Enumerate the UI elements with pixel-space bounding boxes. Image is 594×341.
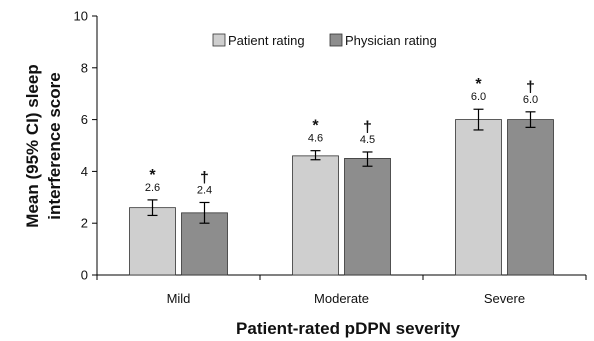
y-tick-label-8: 8: [81, 60, 88, 75]
y-tick-label-0: 0: [81, 268, 88, 283]
significance-marker-moderate-physician: †: [363, 119, 372, 136]
significance-marker-severe-patient: *: [475, 76, 482, 93]
significance-marker-moderate-patient: *: [312, 118, 319, 135]
significance-marker-mild-patient: *: [149, 167, 156, 184]
significance-marker-mild-physician: †: [200, 169, 209, 186]
y-tick-label-10: 10: [74, 9, 88, 24]
x-tick-label-moderate: Moderate: [314, 291, 369, 306]
bar-moderate-patient: [293, 156, 339, 275]
x-tick-label-severe: Severe: [484, 291, 525, 306]
legend-swatch-patient: [213, 34, 225, 46]
y-tick-label-6: 6: [81, 112, 88, 127]
legend-label-physician: Physician rating: [345, 33, 437, 48]
bar-severe-patient: [456, 120, 502, 275]
x-tick-label-mild: Mild: [167, 291, 191, 306]
bar-severe-physician: [508, 120, 554, 275]
bar-moderate-physician: [345, 158, 391, 275]
y-axis-title: Mean (95% CI) sleep interference score: [23, 64, 64, 227]
x-axis-title: Patient-rated pDPN severity: [236, 319, 460, 338]
bar-mild-patient: [130, 208, 176, 275]
legend-swatch-physician: [330, 34, 342, 46]
significance-marker-severe-physician: †: [526, 79, 535, 96]
legend-label-patient: Patient rating: [228, 33, 305, 48]
y-axis-title-line-1: Mean (95% CI) sleep: [23, 64, 42, 227]
y-tick-label-2: 2: [81, 216, 88, 231]
legend: Patient rating Physician rating: [213, 33, 437, 48]
y-tick-label-4: 4: [81, 164, 88, 179]
plot-area: 0246810Mild2.6*2.4†Moderate4.6*4.5†Sever…: [74, 9, 586, 307]
y-axis-title-line-2: interference score: [45, 72, 64, 219]
